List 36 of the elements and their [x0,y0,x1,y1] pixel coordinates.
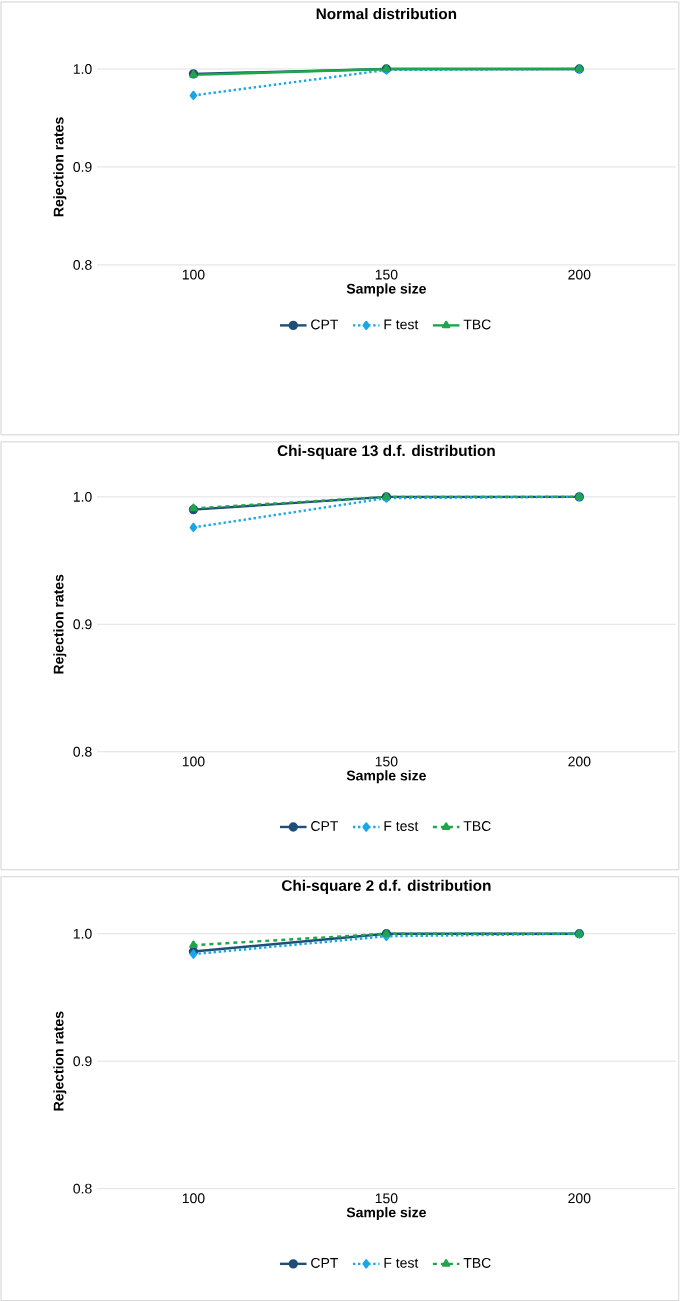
x-tick-label: 100 [182,269,205,280]
legend-label: F test [384,319,419,330]
legend-label: F test [384,1258,419,1268]
y-axis-title: Rejection rates [53,1011,67,1111]
y-axis-title: Rejection rates [53,574,67,674]
legend-label: F test [384,821,419,831]
legend-label: TBC [463,1257,491,1268]
y-tick-label: 1.0 [73,491,92,502]
x-tick-label: 200 [568,1193,591,1204]
y-tick-label: 0.8 [73,746,92,757]
y-tick-label: 0.9 [73,619,92,630]
y-tick-label: 1.0 [73,64,92,74]
y-tick-label: 0.9 [73,161,92,172]
y-tick-label: 0.8 [73,259,92,270]
chart-title: Normal distribution [316,8,457,20]
legend-label: CPT [311,821,339,832]
y-tick-label: 0.9 [73,1056,92,1067]
legend-label: CPT [311,319,339,330]
y-tick-label: 1.0 [73,928,92,939]
x-axis-title: Sample size [346,1207,427,1221]
legend-label: TBC [463,821,491,832]
legend-label: TBC [463,319,491,330]
x-tick-label: 100 [182,1193,205,1204]
x-tick-label: 150 [375,756,398,767]
x-tick-label: 200 [568,269,591,280]
chart-title: Chi-square 13 d.f. distribution [277,444,495,460]
chart-title: Chi-square 2 d.f. distribution [282,879,491,895]
x-axis-title: Sample size [346,283,427,297]
x-tick-label: 200 [568,756,591,767]
x-axis-title: Sample size [346,770,427,784]
legend-label: CPT [311,1257,339,1268]
y-tick-label: 0.8 [73,1183,92,1194]
y-axis-title: Rejection rates [53,117,67,217]
x-tick-label: 150 [375,1193,398,1204]
x-tick-label: 150 [375,269,398,280]
x-tick-label: 100 [182,756,205,767]
